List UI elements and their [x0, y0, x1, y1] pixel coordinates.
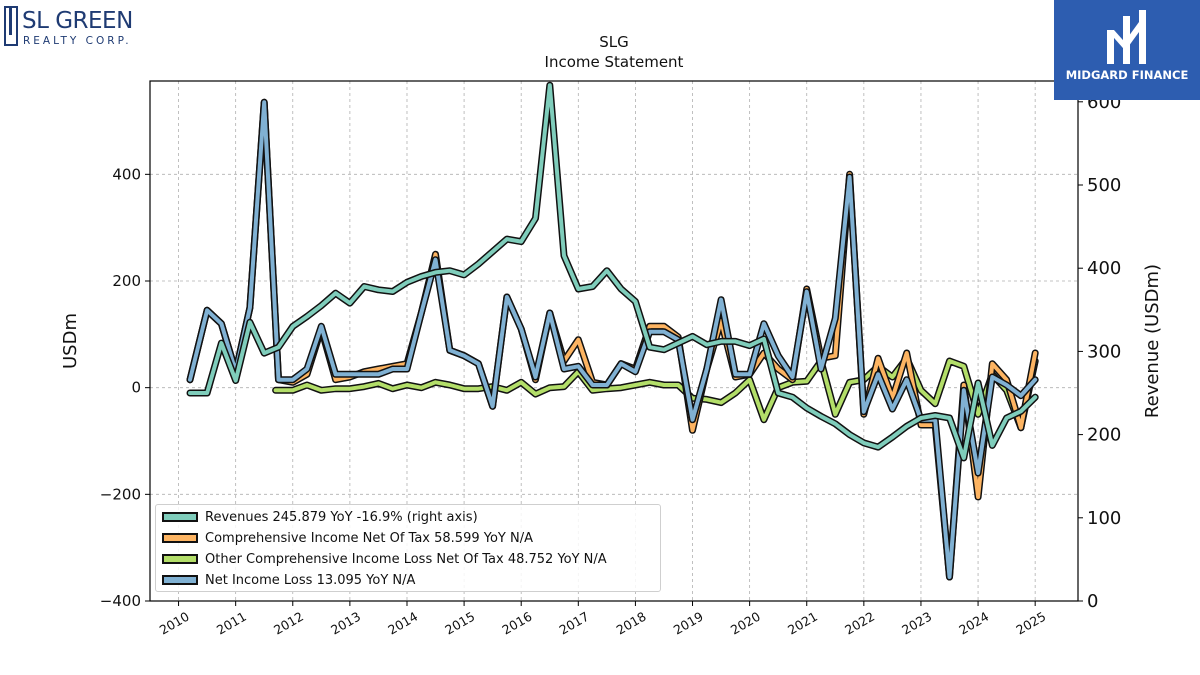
x-tick-label: 2010 [157, 609, 192, 638]
right-tick-label: 0 [1087, 591, 1098, 612]
series-line-net-income-loss [188, 100, 1038, 579]
x-tick-label: 2019 [671, 609, 706, 638]
midgard-finance-logo: MIDGARD FINANCE [1054, 0, 1200, 100]
x-tick-label: 2013 [328, 609, 363, 638]
chart-title: SLG [599, 33, 629, 51]
legend-item-comprehensive-income: Comprehensive Income Net Of Tax 58.599 Y… [162, 528, 533, 548]
sl-green-logo: SL GREEN REALTY CORP. [4, 4, 164, 50]
x-tick-label: 2014 [385, 609, 420, 638]
logo-left-subtitle: REALTY CORP. [23, 35, 132, 47]
right-tick-label: 400 [1087, 258, 1121, 279]
logo-right-brand: MIDGARD FINANCE [1065, 68, 1189, 82]
plot-frame [149, 80, 1079, 602]
x-tick-label: 2012 [271, 609, 306, 638]
legend-swatch-comprehensive-income [162, 533, 198, 543]
right-tick-label: 500 [1087, 175, 1121, 196]
x-tick-label: 2021 [785, 609, 820, 638]
series-line-revenues [188, 83, 1038, 460]
legend-swatch-other-comprehensive-income [162, 554, 198, 564]
series-outline-revenues [186, 81, 1039, 462]
x-tick-label: 2022 [842, 609, 877, 638]
legend-item-other-comprehensive-income: Other Comprehensive Income Loss Net Of T… [162, 549, 607, 569]
left-tick-label: 200 [112, 272, 141, 290]
right-tick-label: 200 [1087, 425, 1121, 446]
x-tick-label: 2017 [557, 609, 592, 638]
series-lines [186, 81, 1039, 581]
chart-legend: Revenues 245.879 YoY -16.9% (right axis)… [155, 504, 661, 592]
left-axis-label: USDm [60, 313, 81, 369]
legend-item-net-income: Net Income Loss 13.095 YoY N/A [162, 570, 415, 590]
right-tick-label: 100 [1087, 508, 1121, 529]
left-tick-label: −200 [100, 485, 141, 503]
left-tick-label: 400 [112, 165, 141, 183]
legend-label-other-comprehensive-income: Other Comprehensive Income Loss Net Of T… [205, 551, 607, 567]
x-tick-label: 2020 [728, 609, 763, 638]
left-tick-label: 0 [131, 379, 141, 397]
right-axis-label: Revenue (USDm) [1142, 264, 1163, 418]
sl-green-logo-icon [4, 6, 18, 46]
x-tick-label: 2015 [442, 609, 477, 638]
x-tick-label: 2018 [614, 609, 649, 638]
right-tick-label: 300 [1087, 341, 1121, 362]
legend-item-revenues: Revenues 245.879 YoY -16.9% (right axis) [162, 507, 478, 527]
x-tick-label: 2011 [214, 609, 249, 638]
legend-swatch-revenues [162, 512, 198, 522]
x-tick-label: 2023 [899, 609, 934, 638]
x-tick-label: 2024 [956, 609, 991, 638]
x-tick-label: 2025 [1013, 609, 1048, 638]
legend-label-net-income: Net Income Loss 13.095 YoY N/A [205, 572, 416, 588]
legend-swatch-net-income [162, 575, 198, 585]
legend-label-comprehensive-income: Comprehensive Income Net Of Tax 58.599 Y… [205, 530, 533, 546]
midgard-logo-icon [1107, 10, 1146, 64]
chart-subtitle: Income Statement [545, 53, 684, 71]
logo-left-name: SL GREEN [22, 8, 133, 34]
x-tick-label: 2016 [499, 609, 534, 638]
legend-label-revenues: Revenues 245.879 YoY -16.9% (right axis) [205, 509, 478, 525]
left-tick-label: −400 [100, 592, 141, 610]
